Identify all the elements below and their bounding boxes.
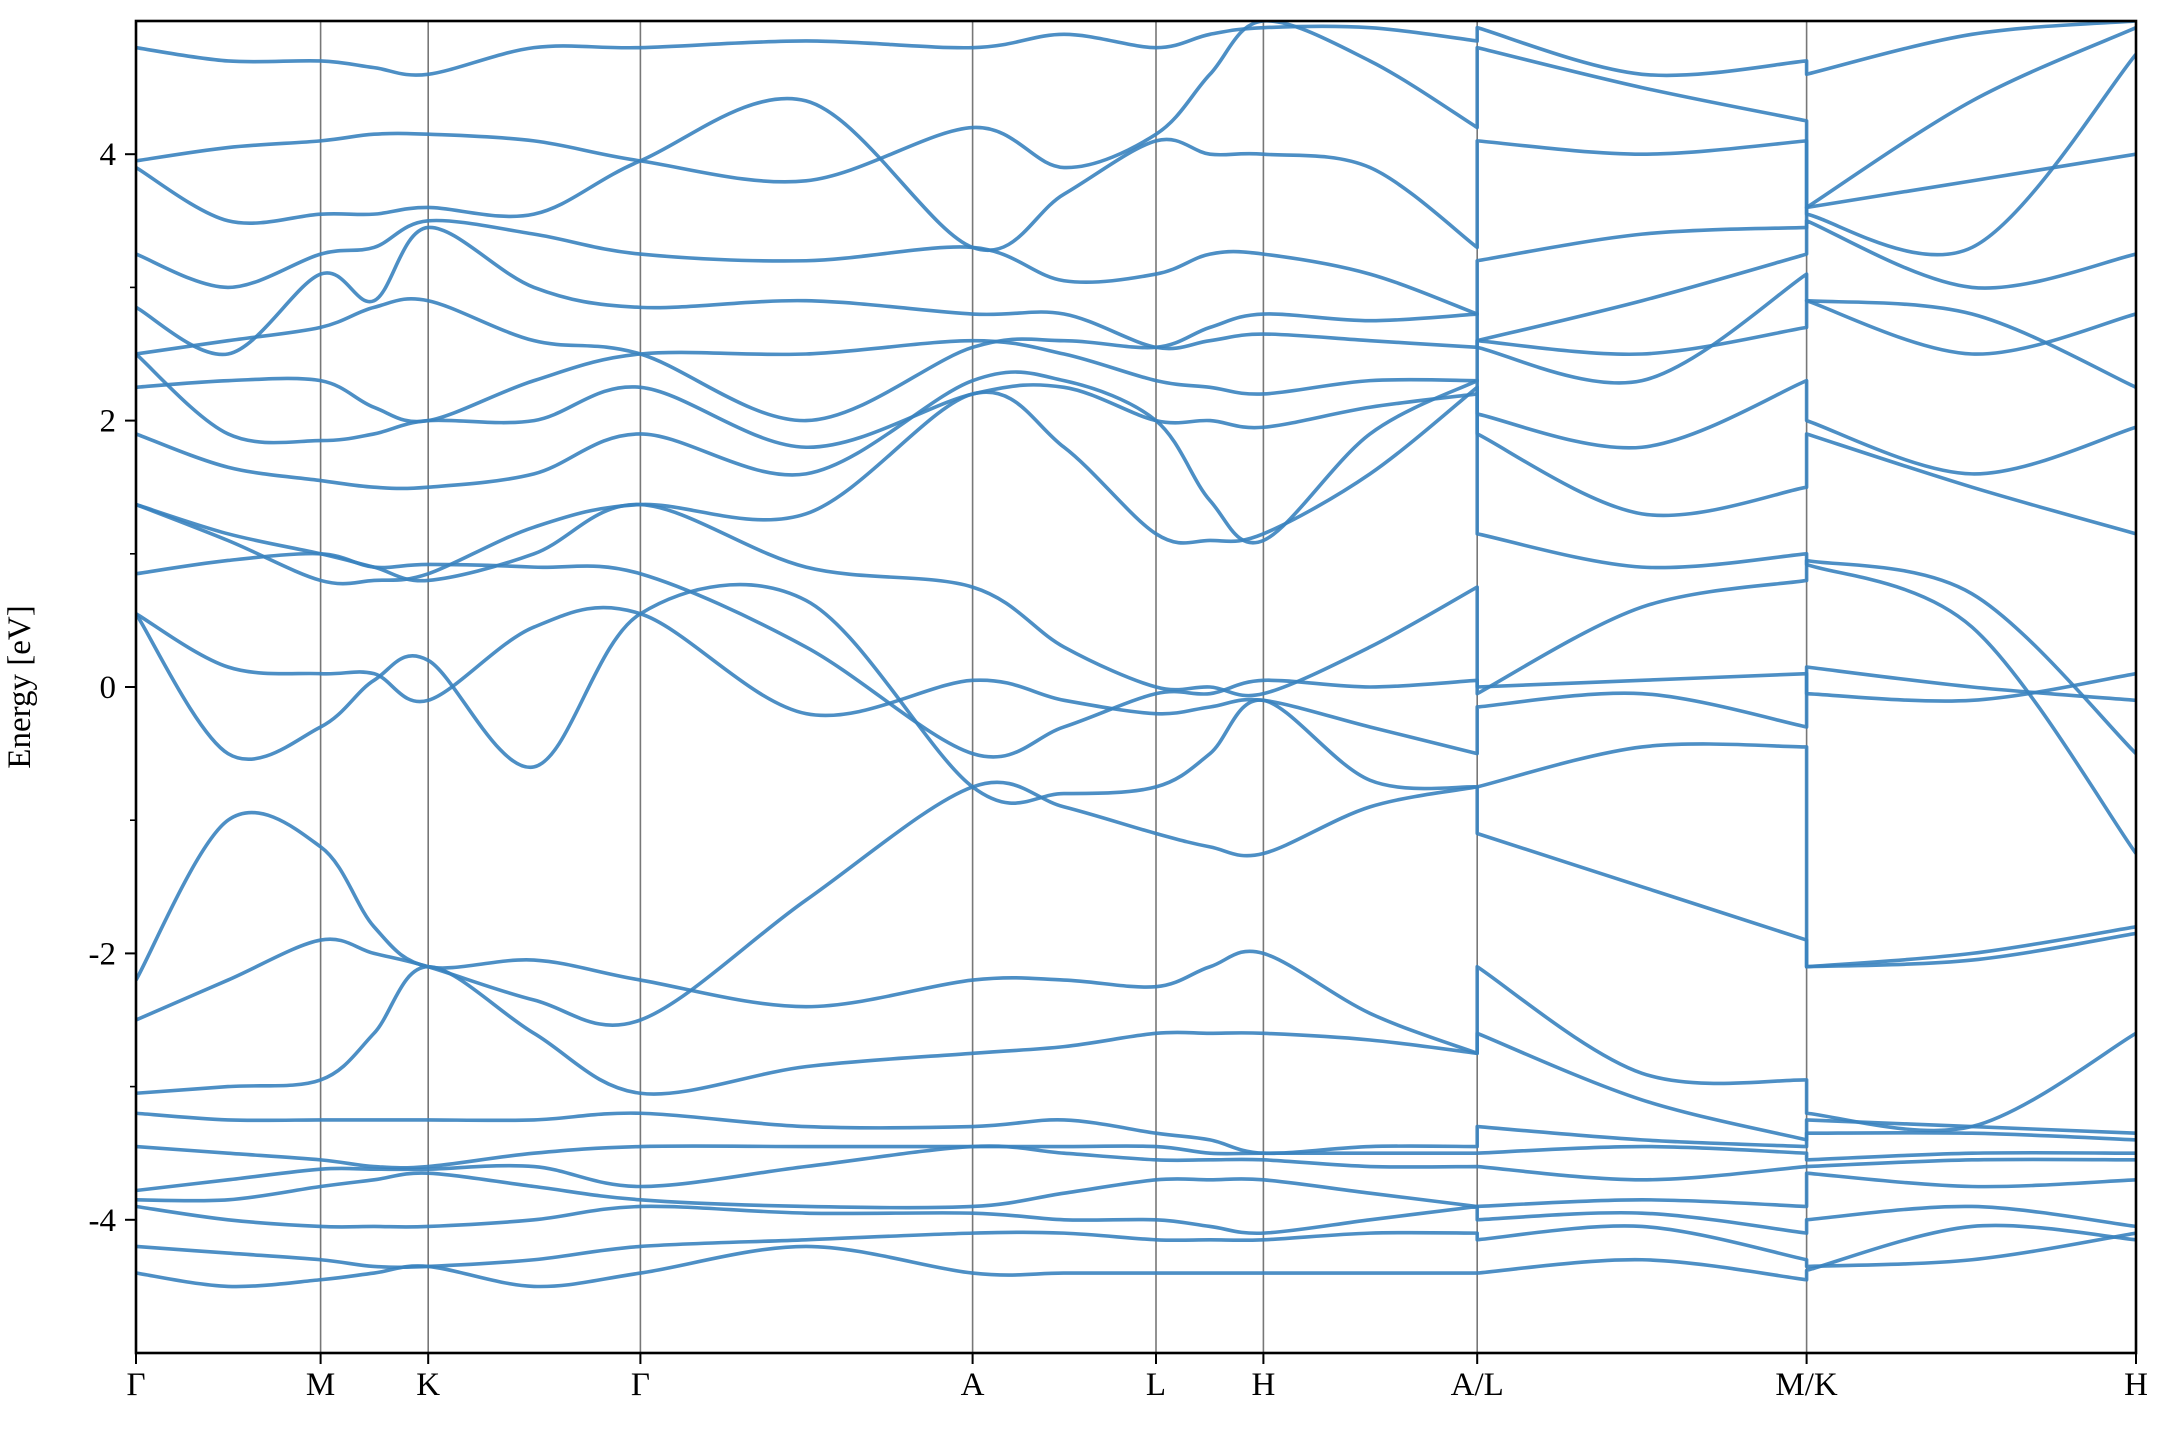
band-line <box>136 1223 2136 1289</box>
x-tick-label: M <box>306 1367 335 1403</box>
band-line <box>136 780 2136 1027</box>
band-line <box>136 502 2136 755</box>
y-axis-label: Energy [eV] <box>2 605 38 768</box>
y-tick-label: 4 <box>100 137 117 173</box>
band-line <box>136 219 2136 357</box>
band-line <box>136 370 2136 545</box>
y-tick-label: 2 <box>100 404 117 440</box>
y-tick-label: -2 <box>89 936 117 972</box>
band-line <box>136 964 2136 1142</box>
band-line <box>136 385 2136 855</box>
x-tick-label: L <box>1146 1367 1166 1403</box>
x-tick-label: Γ <box>631 1367 650 1403</box>
band-line <box>136 352 2136 476</box>
band-line <box>136 152 2136 316</box>
x-tick-label: A <box>961 1367 985 1403</box>
band-line <box>136 810 2136 1133</box>
band-line <box>136 1144 2136 1170</box>
band-line <box>136 1204 2136 1236</box>
band-line <box>136 21 2136 78</box>
band-line <box>136 1111 2136 1156</box>
bands <box>136 21 2136 1289</box>
x-tick-label: K <box>416 1367 440 1403</box>
band-line <box>136 551 2136 759</box>
band-line <box>136 272 2136 423</box>
x-tick-label: M/K <box>1775 1367 1838 1403</box>
x-tick-label: H <box>2124 1367 2148 1403</box>
band-line <box>136 1224 2136 1270</box>
y-tick-label: -4 <box>89 1203 117 1239</box>
band-line <box>136 53 2136 257</box>
y-tick-label: 0 <box>100 670 117 706</box>
band-line <box>136 582 2136 969</box>
band-line <box>136 605 2136 756</box>
band-line <box>136 298 2136 424</box>
band-line <box>136 21 2136 210</box>
plot-frame <box>134 19 2138 1355</box>
x-tick-label: Γ <box>126 1367 145 1403</box>
x-tick-label: A/L <box>1451 1367 1504 1403</box>
band-line <box>136 1171 2136 1210</box>
x-tick-label: H <box>1251 1367 1275 1403</box>
